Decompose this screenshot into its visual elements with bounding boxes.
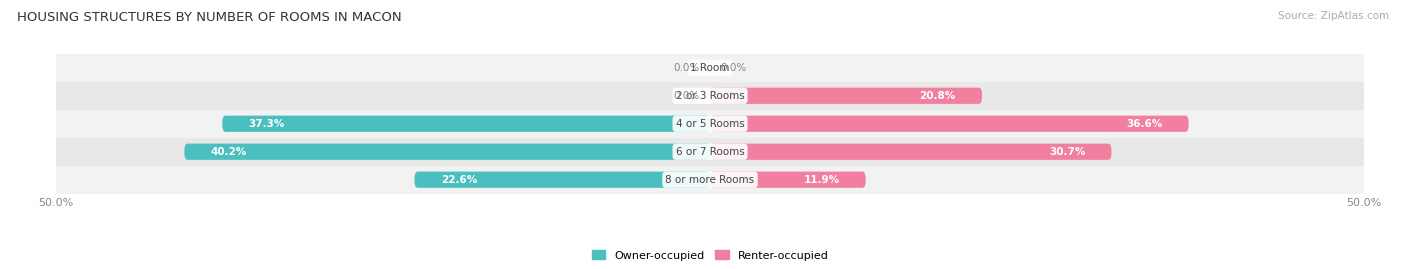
FancyBboxPatch shape [415, 172, 710, 188]
Text: 0.0%: 0.0% [673, 63, 700, 73]
FancyBboxPatch shape [184, 144, 710, 160]
Text: 30.7%: 30.7% [1049, 147, 1085, 157]
Bar [56, 54, 1364, 82]
Bar [56, 166, 1364, 194]
Bar [56, 82, 1364, 110]
Text: 6 or 7 Rooms: 6 or 7 Rooms [676, 147, 744, 157]
Text: 22.6%: 22.6% [440, 175, 477, 185]
Text: 8 or more Rooms: 8 or more Rooms [665, 175, 755, 185]
Text: 1 Room: 1 Room [690, 63, 730, 73]
FancyBboxPatch shape [222, 116, 710, 132]
Text: 40.2%: 40.2% [211, 147, 247, 157]
Bar [56, 110, 1364, 138]
Text: 37.3%: 37.3% [249, 119, 285, 129]
Text: 20.8%: 20.8% [920, 91, 956, 101]
Text: 36.6%: 36.6% [1126, 119, 1163, 129]
FancyBboxPatch shape [710, 88, 981, 104]
Text: HOUSING STRUCTURES BY NUMBER OF ROOMS IN MACON: HOUSING STRUCTURES BY NUMBER OF ROOMS IN… [17, 11, 402, 24]
FancyBboxPatch shape [710, 144, 1112, 160]
Text: 2 or 3 Rooms: 2 or 3 Rooms [676, 91, 744, 101]
Text: 4 or 5 Rooms: 4 or 5 Rooms [676, 119, 744, 129]
Text: 11.9%: 11.9% [803, 175, 839, 185]
FancyBboxPatch shape [710, 116, 1188, 132]
Text: 0.0%: 0.0% [673, 91, 700, 101]
Text: Source: ZipAtlas.com: Source: ZipAtlas.com [1278, 11, 1389, 21]
FancyBboxPatch shape [710, 172, 866, 188]
Bar [56, 138, 1364, 166]
Legend: Owner-occupied, Renter-occupied: Owner-occupied, Renter-occupied [588, 246, 832, 265]
Text: 0.0%: 0.0% [720, 63, 747, 73]
